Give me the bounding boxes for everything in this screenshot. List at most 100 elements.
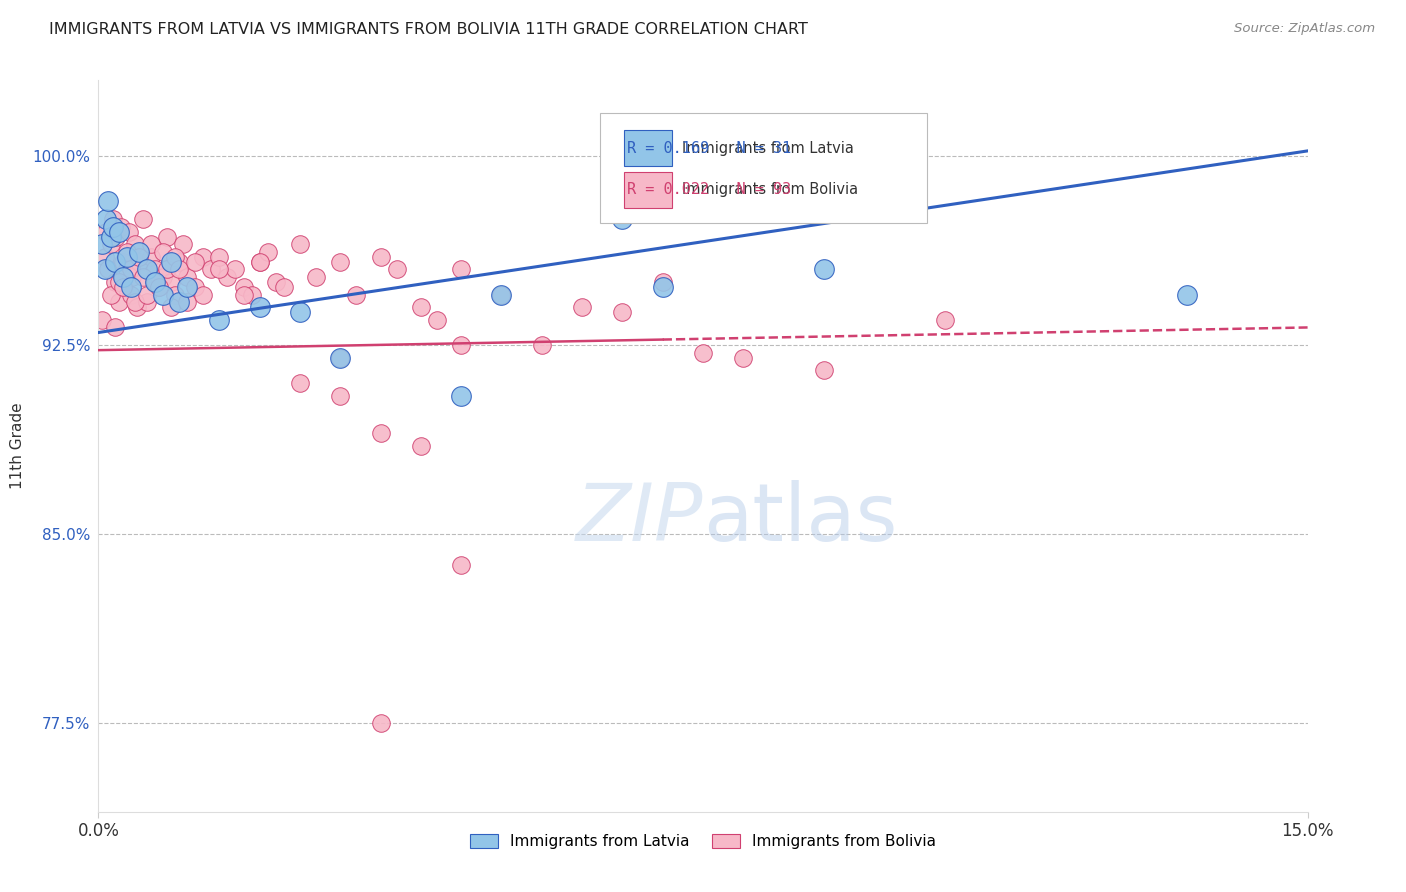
Point: [491, 287, 513, 301]
Point: [115, 244, 138, 259]
Point: [612, 305, 634, 319]
Point: [112, 280, 135, 294]
Point: [139, 250, 162, 264]
Point: [120, 262, 142, 277]
Point: [385, 262, 408, 277]
Point: [111, 255, 134, 269]
Point: [100, 229, 122, 244]
Point: [152, 287, 174, 301]
Point: [135, 287, 157, 301]
FancyBboxPatch shape: [624, 172, 672, 208]
Point: [135, 295, 157, 310]
Point: [193, 250, 215, 264]
Text: IMMIGRANTS FROM LATVIA VS IMMIGRANTS FROM BOLIVIA 11TH GRADE CORRELATION CHART: IMMIGRANTS FROM LATVIA VS IMMIGRANTS FRO…: [49, 22, 808, 37]
Point: [450, 388, 472, 402]
Point: [101, 212, 124, 227]
Point: [934, 313, 956, 327]
Point: [120, 287, 142, 301]
Point: [329, 255, 352, 269]
Text: R = 0.022   N = 93: R = 0.022 N = 93: [627, 183, 792, 197]
Point: [118, 225, 141, 239]
Point: [115, 250, 138, 264]
Point: [167, 295, 190, 310]
Point: [148, 280, 170, 294]
Point: [167, 262, 190, 277]
Point: [305, 270, 328, 285]
Point: [139, 237, 162, 252]
Point: [249, 255, 271, 269]
Point: [163, 287, 186, 301]
FancyBboxPatch shape: [600, 113, 927, 223]
Point: [156, 229, 179, 244]
Point: [91, 313, 114, 327]
Text: R = 0.169   N = 31: R = 0.169 N = 31: [627, 141, 792, 156]
Point: [107, 295, 129, 310]
Point: [530, 338, 553, 352]
Point: [103, 255, 125, 269]
Text: ZIP: ZIP: [575, 480, 703, 558]
Point: [148, 280, 170, 294]
Point: [128, 244, 150, 259]
Point: [152, 270, 174, 285]
Point: [111, 270, 134, 285]
Point: [329, 351, 352, 365]
Point: [128, 250, 150, 264]
Point: [97, 262, 120, 277]
Point: [288, 237, 311, 252]
Point: [100, 237, 122, 252]
Point: [370, 250, 392, 264]
Point: [120, 280, 142, 294]
FancyBboxPatch shape: [624, 130, 672, 166]
Point: [152, 244, 174, 259]
Point: [160, 300, 183, 314]
Point: [232, 287, 254, 301]
Point: [107, 225, 129, 239]
Point: [409, 300, 432, 314]
Point: [612, 212, 634, 227]
Point: [115, 262, 138, 277]
Legend: Immigrants from Latvia, Immigrants from Bolivia: Immigrants from Latvia, Immigrants from …: [464, 828, 942, 855]
Point: [163, 250, 186, 264]
Point: [249, 255, 271, 269]
Point: [344, 287, 367, 301]
Point: [329, 351, 352, 365]
Point: [208, 250, 231, 264]
Point: [813, 363, 835, 377]
Point: [97, 194, 120, 209]
Point: [193, 287, 215, 301]
Point: [813, 262, 835, 277]
Point: [208, 262, 231, 277]
Point: [224, 262, 246, 277]
Point: [94, 262, 117, 277]
Point: [103, 320, 125, 334]
Point: [409, 439, 432, 453]
Point: [450, 262, 472, 277]
Point: [160, 255, 183, 269]
Point: [692, 345, 714, 359]
Text: atlas: atlas: [703, 480, 897, 558]
Point: [450, 558, 472, 572]
Point: [370, 716, 392, 731]
Point: [176, 270, 198, 285]
Point: [96, 225, 118, 239]
Point: [124, 237, 146, 252]
Point: [143, 275, 166, 289]
Point: [105, 229, 128, 244]
Point: [651, 280, 673, 294]
Y-axis label: 11th Grade: 11th Grade: [10, 402, 25, 490]
Point: [450, 338, 472, 352]
Point: [249, 300, 271, 314]
Point: [208, 313, 231, 327]
Point: [124, 295, 146, 310]
Point: [217, 270, 239, 285]
Point: [256, 244, 278, 259]
Point: [143, 275, 166, 289]
Point: [426, 313, 449, 327]
Point: [232, 280, 254, 294]
Point: [107, 275, 129, 289]
Point: [121, 270, 143, 285]
Point: [571, 300, 593, 314]
Point: [100, 287, 122, 301]
Point: [96, 212, 118, 227]
Point: [94, 250, 117, 264]
